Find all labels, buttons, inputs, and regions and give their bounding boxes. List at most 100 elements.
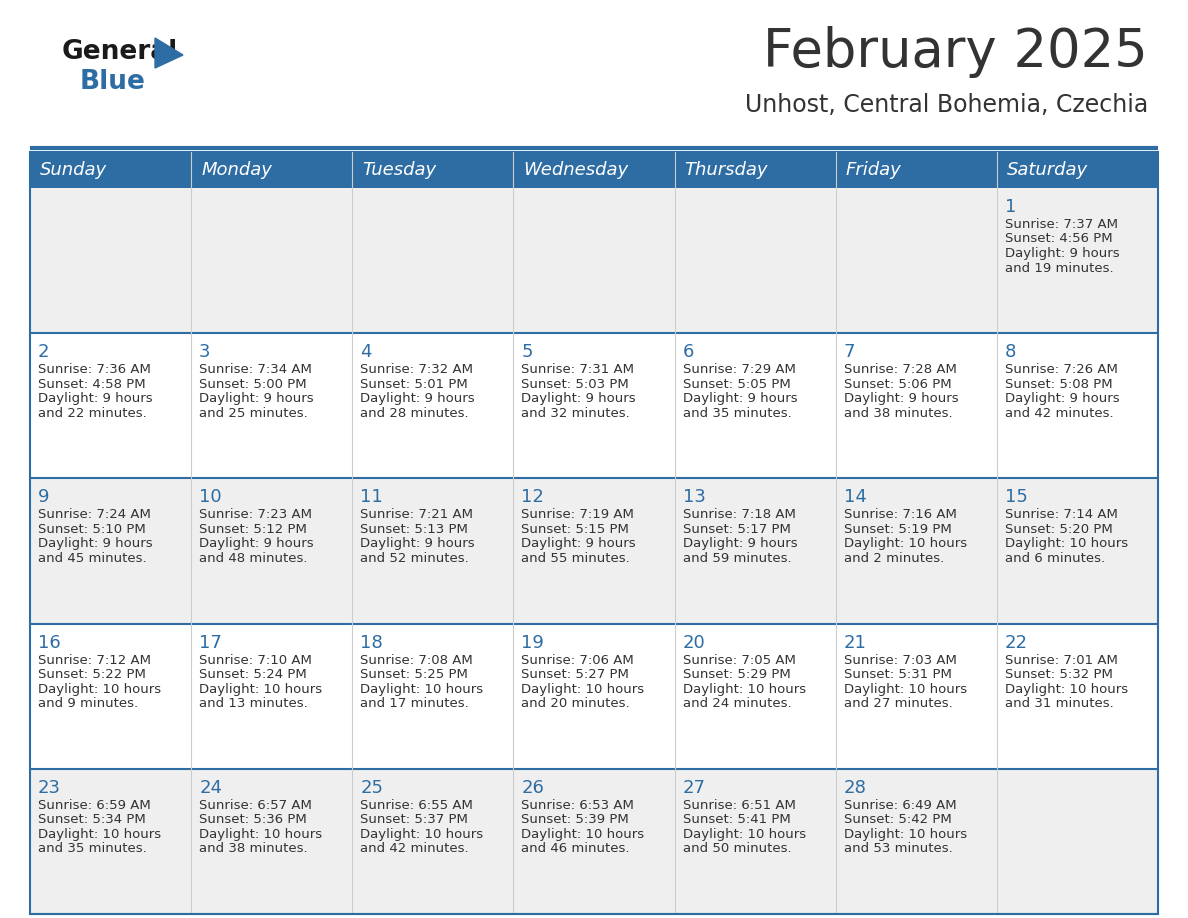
Bar <box>30 768 1158 914</box>
Bar <box>30 188 1158 333</box>
Text: and 59 minutes.: and 59 minutes. <box>683 552 791 565</box>
Text: and 42 minutes.: and 42 minutes. <box>360 843 469 856</box>
Text: and 27 minutes.: and 27 minutes. <box>843 697 953 711</box>
Bar <box>30 152 1158 914</box>
Text: Daylight: 10 hours: Daylight: 10 hours <box>1005 537 1127 551</box>
Text: Daylight: 9 hours: Daylight: 9 hours <box>683 392 797 405</box>
Text: Daylight: 10 hours: Daylight: 10 hours <box>38 683 162 696</box>
Text: Sunrise: 6:55 AM: Sunrise: 6:55 AM <box>360 799 473 812</box>
Text: 11: 11 <box>360 488 383 507</box>
Text: and 55 minutes.: and 55 minutes. <box>522 552 630 565</box>
Text: and 6 minutes.: and 6 minutes. <box>1005 552 1105 565</box>
Text: Sunset: 5:34 PM: Sunset: 5:34 PM <box>38 813 146 826</box>
Text: Daylight: 9 hours: Daylight: 9 hours <box>683 537 797 551</box>
Text: Daylight: 9 hours: Daylight: 9 hours <box>360 537 475 551</box>
Text: February 2025: February 2025 <box>763 26 1148 78</box>
Bar <box>191 152 353 188</box>
Text: Friday: Friday <box>846 161 902 179</box>
Text: and 42 minutes.: and 42 minutes. <box>1005 407 1113 420</box>
Text: 15: 15 <box>1005 488 1028 507</box>
Text: Sunrise: 7:06 AM: Sunrise: 7:06 AM <box>522 654 634 666</box>
Text: and 46 minutes.: and 46 minutes. <box>522 843 630 856</box>
Text: Sunset: 5:03 PM: Sunset: 5:03 PM <box>522 377 630 391</box>
Text: Daylight: 9 hours: Daylight: 9 hours <box>38 537 152 551</box>
Text: 10: 10 <box>200 488 222 507</box>
Text: Sunset: 4:58 PM: Sunset: 4:58 PM <box>38 377 146 391</box>
Text: Daylight: 9 hours: Daylight: 9 hours <box>522 537 636 551</box>
Text: 23: 23 <box>38 778 61 797</box>
Text: Sunset: 5:17 PM: Sunset: 5:17 PM <box>683 523 790 536</box>
Text: Sunset: 5:12 PM: Sunset: 5:12 PM <box>200 523 307 536</box>
Text: 14: 14 <box>843 488 866 507</box>
Text: 9: 9 <box>38 488 50 507</box>
Bar <box>30 623 1158 768</box>
Text: Sunrise: 7:05 AM: Sunrise: 7:05 AM <box>683 654 796 666</box>
Text: Sunrise: 6:49 AM: Sunrise: 6:49 AM <box>843 799 956 812</box>
Text: 24: 24 <box>200 778 222 797</box>
Text: Sunrise: 7:31 AM: Sunrise: 7:31 AM <box>522 364 634 376</box>
Text: Daylight: 10 hours: Daylight: 10 hours <box>522 828 645 841</box>
Text: Sunrise: 7:12 AM: Sunrise: 7:12 AM <box>38 654 151 666</box>
Text: and 17 minutes.: and 17 minutes. <box>360 697 469 711</box>
Text: Sunrise: 7:01 AM: Sunrise: 7:01 AM <box>1005 654 1118 666</box>
Bar <box>30 333 1158 478</box>
Text: Sunset: 5:41 PM: Sunset: 5:41 PM <box>683 813 790 826</box>
Text: Sunset: 5:29 PM: Sunset: 5:29 PM <box>683 668 790 681</box>
Text: Daylight: 10 hours: Daylight: 10 hours <box>200 828 322 841</box>
Text: 17: 17 <box>200 633 222 652</box>
Text: Sunday: Sunday <box>40 161 107 179</box>
Text: Sunrise: 6:53 AM: Sunrise: 6:53 AM <box>522 799 634 812</box>
Text: Sunset: 5:20 PM: Sunset: 5:20 PM <box>1005 523 1113 536</box>
Text: Sunset: 5:31 PM: Sunset: 5:31 PM <box>843 668 952 681</box>
Text: Sunrise: 7:36 AM: Sunrise: 7:36 AM <box>38 364 151 376</box>
Text: Sunrise: 7:28 AM: Sunrise: 7:28 AM <box>843 364 956 376</box>
Text: Sunset: 5:36 PM: Sunset: 5:36 PM <box>200 813 307 826</box>
Bar <box>835 152 997 188</box>
Text: Monday: Monday <box>201 161 272 179</box>
Text: Daylight: 9 hours: Daylight: 9 hours <box>1005 392 1119 405</box>
Text: and 25 minutes.: and 25 minutes. <box>200 407 308 420</box>
Text: and 38 minutes.: and 38 minutes. <box>843 407 953 420</box>
Text: Daylight: 9 hours: Daylight: 9 hours <box>843 392 959 405</box>
Text: and 50 minutes.: and 50 minutes. <box>683 843 791 856</box>
Text: Sunset: 5:27 PM: Sunset: 5:27 PM <box>522 668 630 681</box>
Text: and 31 minutes.: and 31 minutes. <box>1005 697 1113 711</box>
Text: Daylight: 10 hours: Daylight: 10 hours <box>200 683 322 696</box>
Polygon shape <box>154 38 183 68</box>
Text: Sunrise: 7:24 AM: Sunrise: 7:24 AM <box>38 509 151 521</box>
Text: and 13 minutes.: and 13 minutes. <box>200 697 308 711</box>
Text: Sunset: 4:56 PM: Sunset: 4:56 PM <box>1005 232 1112 245</box>
Text: Daylight: 10 hours: Daylight: 10 hours <box>522 683 645 696</box>
Text: and 2 minutes.: and 2 minutes. <box>843 552 944 565</box>
Text: Sunrise: 7:03 AM: Sunrise: 7:03 AM <box>843 654 956 666</box>
Text: and 53 minutes.: and 53 minutes. <box>843 843 953 856</box>
Bar <box>675 152 835 188</box>
Text: 6: 6 <box>683 343 694 361</box>
Text: Sunset: 5:22 PM: Sunset: 5:22 PM <box>38 668 146 681</box>
Text: Daylight: 10 hours: Daylight: 10 hours <box>683 683 805 696</box>
Text: 5: 5 <box>522 343 533 361</box>
Text: Daylight: 10 hours: Daylight: 10 hours <box>843 537 967 551</box>
Text: 22: 22 <box>1005 633 1028 652</box>
Text: Daylight: 10 hours: Daylight: 10 hours <box>843 828 967 841</box>
Text: 1: 1 <box>1005 198 1016 216</box>
Text: Sunrise: 7:23 AM: Sunrise: 7:23 AM <box>200 509 312 521</box>
Text: Daylight: 9 hours: Daylight: 9 hours <box>200 537 314 551</box>
Text: and 20 minutes.: and 20 minutes. <box>522 697 630 711</box>
Text: and 35 minutes.: and 35 minutes. <box>683 407 791 420</box>
Text: Sunset: 5:25 PM: Sunset: 5:25 PM <box>360 668 468 681</box>
Text: Sunset: 5:39 PM: Sunset: 5:39 PM <box>522 813 630 826</box>
Text: Sunrise: 7:14 AM: Sunrise: 7:14 AM <box>1005 509 1118 521</box>
Text: General: General <box>62 39 178 65</box>
Text: Sunset: 5:06 PM: Sunset: 5:06 PM <box>843 377 952 391</box>
Text: and 35 minutes.: and 35 minutes. <box>38 843 147 856</box>
Text: 7: 7 <box>843 343 855 361</box>
Text: Sunset: 5:00 PM: Sunset: 5:00 PM <box>200 377 307 391</box>
Text: Sunset: 5:13 PM: Sunset: 5:13 PM <box>360 523 468 536</box>
Text: 13: 13 <box>683 488 706 507</box>
Text: Tuesday: Tuesday <box>362 161 436 179</box>
Text: Sunset: 5:19 PM: Sunset: 5:19 PM <box>843 523 952 536</box>
Text: and 32 minutes.: and 32 minutes. <box>522 407 630 420</box>
Text: Sunrise: 7:10 AM: Sunrise: 7:10 AM <box>200 654 312 666</box>
Text: Sunrise: 7:29 AM: Sunrise: 7:29 AM <box>683 364 796 376</box>
